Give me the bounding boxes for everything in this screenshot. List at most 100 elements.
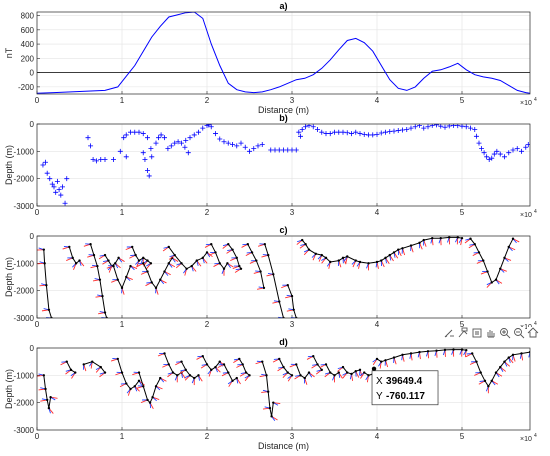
solution-point [125,275,128,279]
plus-marker [123,132,129,138]
plus-marker [221,139,227,145]
solution-point [367,374,370,377]
solution-curve [301,236,463,264]
x-exponent-label: ×10 [520,100,532,107]
plus-marker [158,132,164,138]
pan-icon[interactable] [485,327,497,339]
y-tick-label: -1000 [14,259,35,268]
x-exponent-power: 4 [534,97,537,103]
home-icon[interactable] [527,327,539,339]
solution-point [226,262,229,265]
y-tick-label: -3000 [14,426,35,435]
solution-point [392,356,396,359]
solution-point [401,353,404,357]
y-tick-label: -2000 [14,175,35,184]
plus-marker [58,192,64,198]
solution-point [272,273,275,276]
plus-marker [510,147,516,153]
x-exponent-label: ×10 [520,436,532,443]
data-tip-icon[interactable] [457,327,469,339]
solution-point [42,374,45,377]
solution-point [45,284,48,287]
plot-area[interactable] [37,124,530,206]
plus-marker [140,131,146,137]
solution-point [346,255,349,258]
plus-marker [213,131,218,137]
solution-point [92,253,96,257]
solution-point [499,365,502,369]
axes-frame [36,347,531,431]
plus-marker [225,140,231,146]
plus-marker [242,144,248,150]
plus-marker [251,146,257,152]
plus-marker [238,140,244,146]
solution-point [456,236,459,239]
plus-marker [196,129,201,135]
brush-icon[interactable] [443,327,455,339]
datatip[interactable]: X 39649.4Y -760.117 [371,370,439,406]
panel-4: 0 1 2 3 4 5 0 -1000 -2000 -3000 d) Depth (m) Distanc… [4,327,539,451]
solution-point [137,371,141,374]
plus-marker [62,200,68,206]
solution-point [341,256,345,260]
solution-point [42,248,45,251]
x-tick-label: 0 [35,320,40,329]
solution-point [218,262,221,265]
solution-point [286,284,289,287]
solution-point [159,376,162,380]
plus-marker [421,125,427,131]
solution-point [272,401,275,404]
plus-marker [43,159,48,165]
solution-point [473,243,476,246]
x-tick-label: 1 [120,208,125,217]
axes-toolbar[interactable] [443,327,539,339]
edit-icon[interactable] [471,327,483,339]
solution-point [227,243,230,246]
y-axis-label: nT [4,47,14,58]
solution-point [324,256,328,260]
solution-point [49,396,52,399]
data-layer [37,12,530,94]
plus-marker [502,154,507,160]
solution-point [465,348,468,352]
zoom-in-icon[interactable] [499,327,511,339]
solution-point [482,259,485,262]
plus-marker [391,128,397,134]
plus-marker [64,176,70,182]
solution-point [246,243,249,246]
solution-point [507,245,510,249]
zoom-out-icon[interactable] [513,327,525,339]
solution-point [426,350,430,353]
plus-marker [132,129,138,135]
solution-point [494,278,498,281]
datatip-marker[interactable] [371,366,377,371]
solution-point [146,259,149,262]
solution-point [68,245,71,249]
plus-marker [156,135,162,141]
plot-area[interactable] [37,12,530,94]
plus-marker [94,158,99,164]
panel-title: a) [279,1,287,11]
plus-marker [142,157,148,163]
solution-point [146,270,149,273]
solution-point [320,253,323,257]
x-tick-label: 1 [120,320,125,329]
plot-area[interactable] [37,348,530,430]
solution-point [477,251,481,254]
x-tick-label: 3 [290,320,295,329]
plus-marker [230,142,235,147]
solution-point [167,262,170,265]
solution-point [452,348,455,351]
datatip-box [371,370,439,406]
solution-point [120,286,124,290]
plus-marker [438,124,444,129]
solution-point [384,359,387,362]
plus-marker [349,131,354,137]
solution-point [307,248,311,251]
plot-area[interactable] [37,236,530,318]
plus-marker [383,129,388,135]
solution-point [188,374,192,377]
solution-point [354,370,357,373]
